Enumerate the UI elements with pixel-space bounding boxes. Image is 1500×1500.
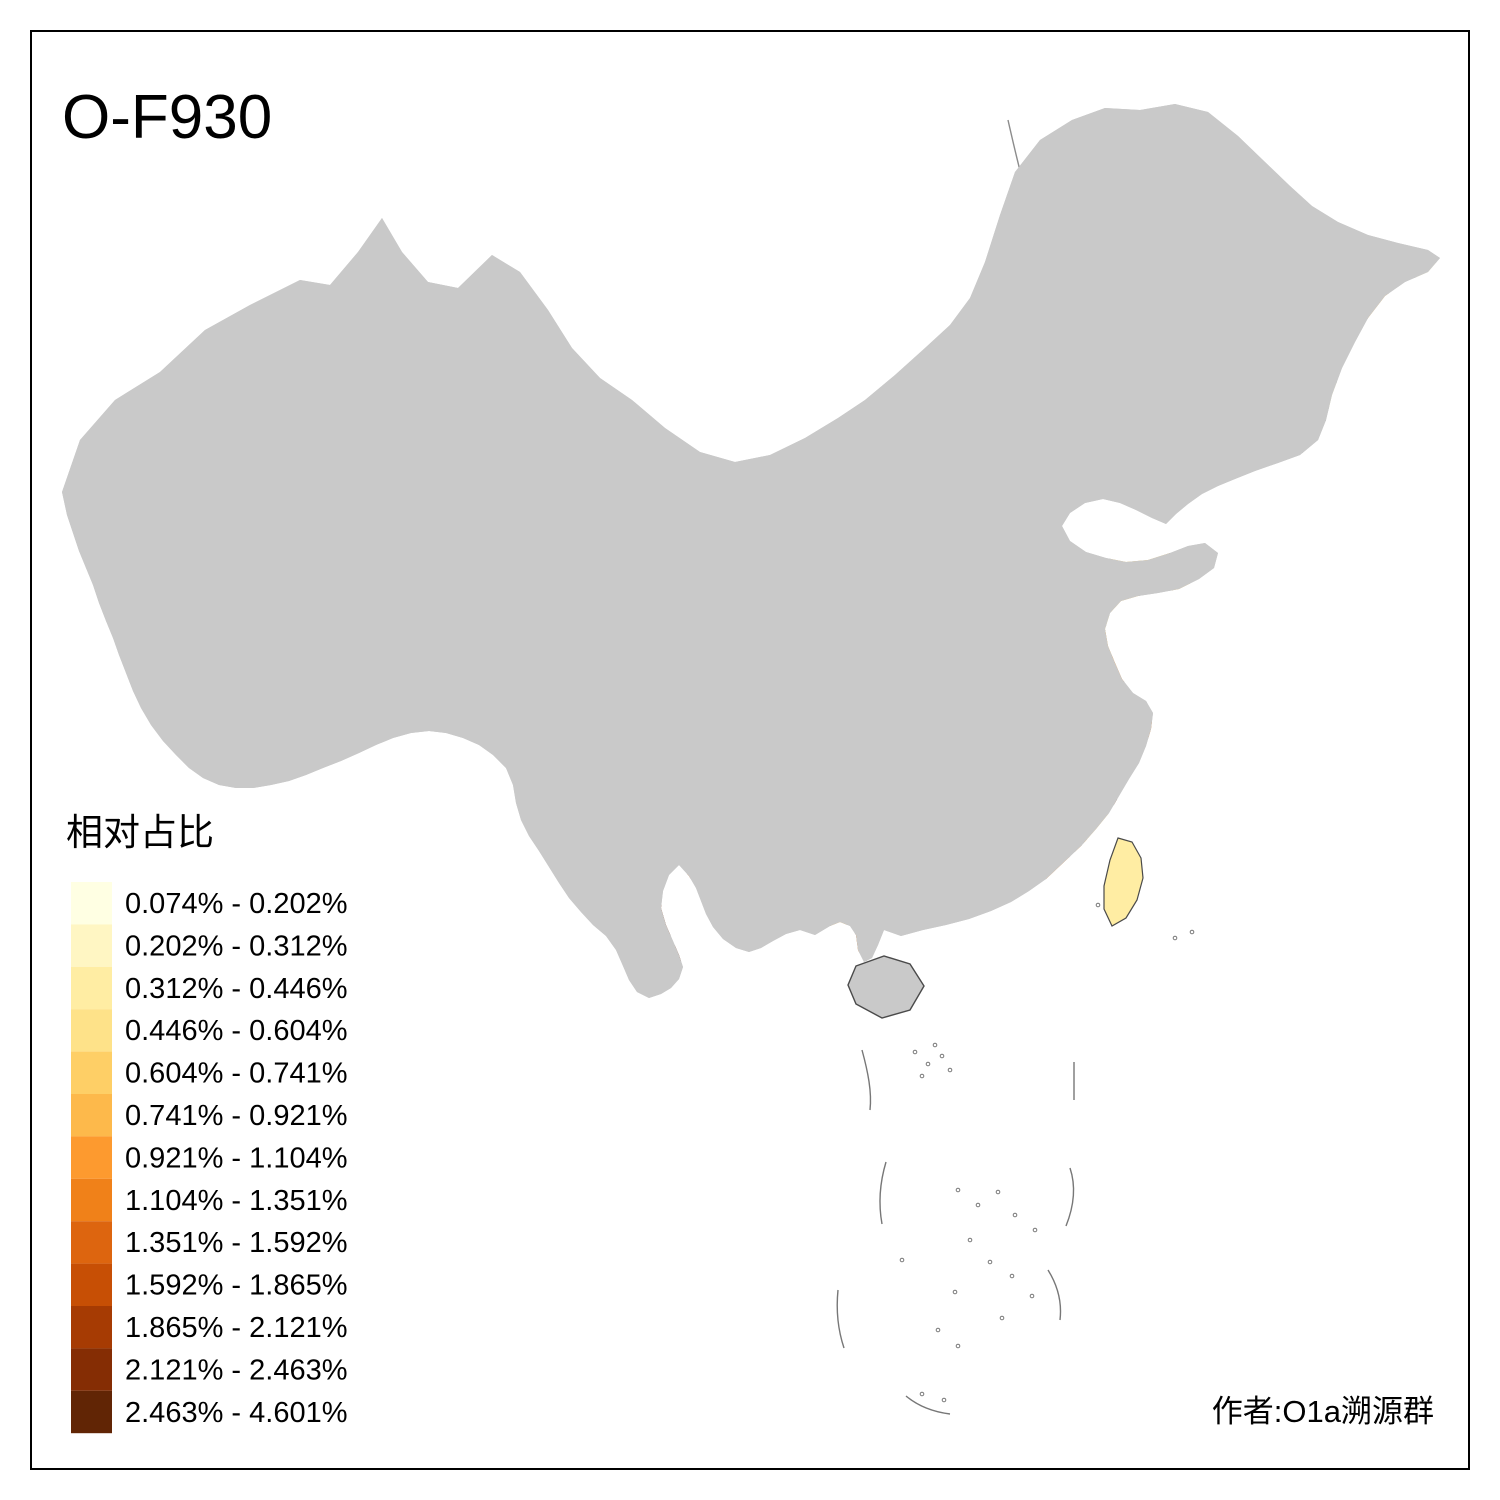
taiwan-island bbox=[1103, 837, 1144, 927]
legend-label-13: 2.463% - 4.601% bbox=[125, 1397, 347, 1429]
legend-label-8: 1.104% - 1.351% bbox=[125, 1185, 347, 1217]
south-china-sea-islands bbox=[836, 902, 1195, 1415]
legend-label-1: 0.074% - 0.202% bbox=[125, 888, 347, 920]
legend-swatch-9 bbox=[71, 1221, 112, 1264]
legend-items: 0.074% - 0.202% 0.202% - 0.312% 0.312% - 0… bbox=[71, 882, 347, 1434]
legend-swatch-13 bbox=[71, 1390, 112, 1434]
legend-label-12: 2.121% - 2.463% bbox=[125, 1354, 347, 1386]
hainan-island bbox=[847, 955, 925, 1019]
author-note: 作者:O1a溯源群 bbox=[1212, 1394, 1434, 1429]
island-dot bbox=[939, 1053, 945, 1059]
island-dot bbox=[1009, 1273, 1015, 1279]
legend-label-11: 1.865% - 2.121% bbox=[125, 1312, 347, 1344]
legend-swatch-10 bbox=[71, 1263, 112, 1306]
legend-label-5: 0.604% - 0.741% bbox=[125, 1058, 347, 1090]
island-dot bbox=[899, 1257, 905, 1263]
legend-swatch-12 bbox=[71, 1348, 112, 1391]
legend-swatch-5 bbox=[71, 1051, 112, 1094]
island-dot bbox=[932, 1042, 938, 1048]
map-title: O-F930 bbox=[62, 83, 272, 152]
legend-swatch-2 bbox=[71, 924, 112, 967]
legend-label-10: 1.592% - 1.865% bbox=[125, 1270, 347, 1302]
legend-swatch-11 bbox=[71, 1306, 112, 1349]
island-dot bbox=[1095, 902, 1101, 908]
island-dot bbox=[1012, 1212, 1018, 1218]
island-dot bbox=[955, 1187, 961, 1193]
legend-swatch-1 bbox=[71, 882, 112, 925]
island-dot bbox=[1189, 929, 1195, 935]
legend-label-3: 0.312% - 0.446% bbox=[125, 973, 347, 1005]
island-dot bbox=[1172, 935, 1178, 941]
nine-dash-line-segment bbox=[879, 1161, 887, 1225]
island-dot bbox=[995, 1189, 1001, 1195]
island-dot bbox=[955, 1343, 961, 1349]
legend-swatch-8 bbox=[71, 1178, 112, 1222]
legend-swatch-4 bbox=[71, 1009, 112, 1052]
legend-label-7: 0.921% - 1.104% bbox=[125, 1142, 347, 1174]
island-dot bbox=[975, 1202, 981, 1208]
legend: 相对占比 0.074% - 0.202% 0.202% - 0.312% 0.312… bbox=[66, 812, 347, 1434]
legend-label-2: 0.202% - 0.312% bbox=[125, 930, 347, 962]
legend-swatch-6 bbox=[71, 1094, 112, 1137]
legend-swatch-7 bbox=[71, 1136, 112, 1179]
legend-label-9: 1.351% - 1.592% bbox=[125, 1227, 347, 1259]
legend-label-4: 0.446% - 0.604% bbox=[125, 1015, 347, 1047]
island-dot bbox=[941, 1397, 947, 1403]
island-dot bbox=[947, 1067, 953, 1073]
island-dot bbox=[925, 1061, 931, 1067]
island-dot bbox=[967, 1237, 973, 1243]
island-dot bbox=[999, 1315, 1005, 1321]
island-dot bbox=[912, 1049, 918, 1055]
island-dot bbox=[952, 1289, 958, 1295]
island-dot bbox=[1032, 1227, 1038, 1233]
legend-swatch-3 bbox=[71, 966, 112, 1010]
island-dot bbox=[987, 1259, 993, 1265]
nine-dash-line-segment bbox=[1065, 1167, 1075, 1227]
nine-dash-line-segment bbox=[1047, 1269, 1062, 1321]
island-dot bbox=[919, 1073, 925, 1079]
legend-title: 相对占比 bbox=[66, 812, 214, 853]
plot-border bbox=[30, 30, 1470, 1470]
nine-dash-line-segment bbox=[861, 1049, 872, 1111]
nine-dash-line-segment bbox=[905, 1395, 951, 1415]
island-dot bbox=[1029, 1293, 1035, 1299]
island-dot bbox=[919, 1391, 925, 1397]
nine-dash-line-segment bbox=[836, 1289, 845, 1349]
island-dot bbox=[935, 1327, 941, 1333]
legend-label-6: 0.741% - 0.921% bbox=[125, 1100, 347, 1132]
